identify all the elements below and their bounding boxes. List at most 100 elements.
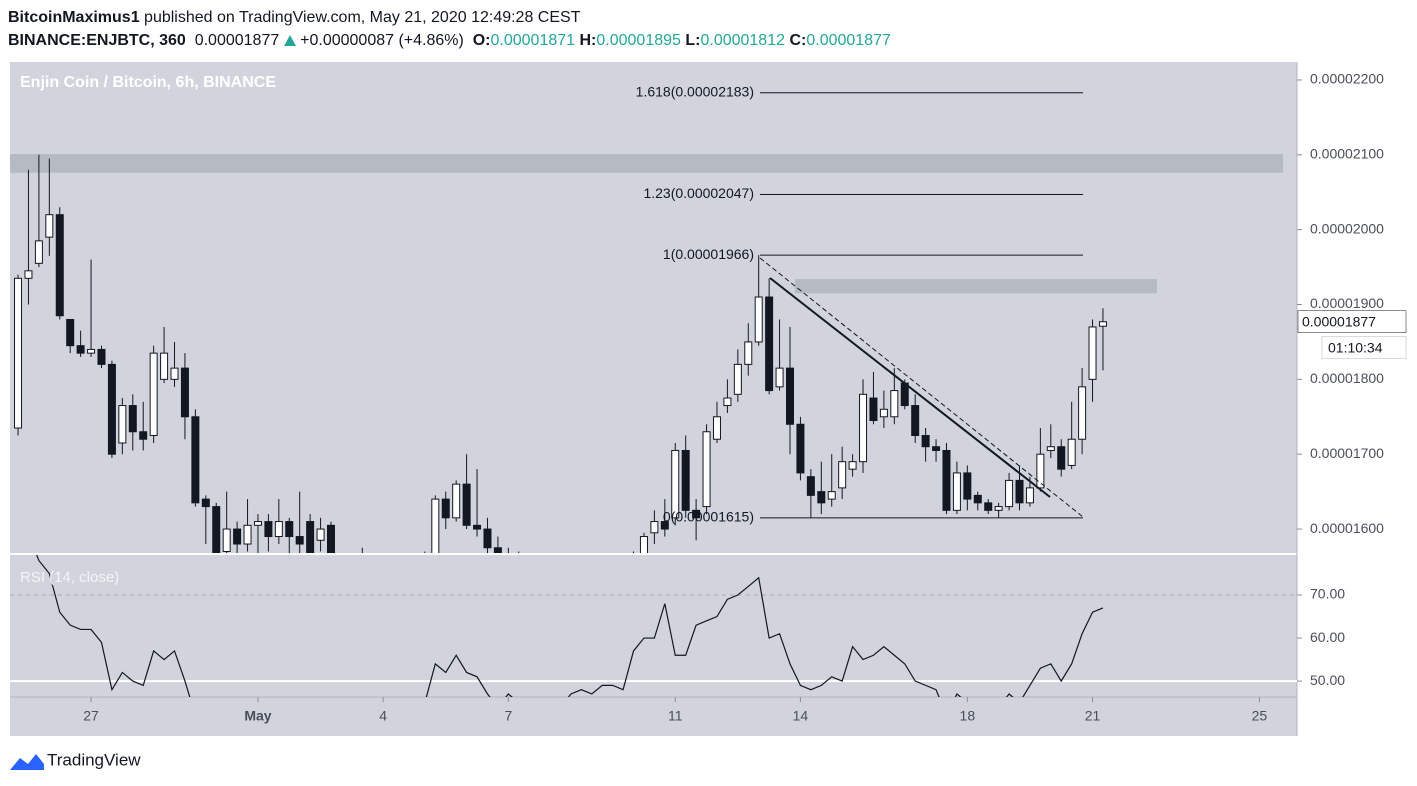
candle-body bbox=[316, 528, 325, 541]
ohlc-value: 0.00001895 bbox=[596, 32, 681, 49]
last-price: 0.00001877 bbox=[194, 32, 280, 49]
candle-body bbox=[24, 270, 33, 279]
candle-body bbox=[984, 502, 993, 511]
rsi-pane bbox=[10, 555, 1297, 697]
candle-body bbox=[233, 528, 242, 545]
fib-label: 1(0.00001966) bbox=[663, 246, 754, 262]
candle-body bbox=[536, 570, 543, 574]
logo bbox=[10, 754, 44, 770]
symbol: BINANCE:ENJBTC, 360 bbox=[8, 32, 186, 49]
candle-body bbox=[911, 405, 920, 436]
candle-body bbox=[359, 563, 366, 567]
up-arrow bbox=[283, 35, 296, 46]
candle-body bbox=[212, 506, 221, 553]
rsi-line bbox=[35, 555, 1104, 697]
candle-body bbox=[149, 352, 158, 436]
candle-body bbox=[567, 566, 574, 573]
candle-body bbox=[462, 483, 471, 526]
candle-body bbox=[765, 296, 774, 392]
candle-body bbox=[1088, 326, 1097, 380]
candle-body bbox=[505, 559, 512, 563]
candle-body bbox=[170, 367, 179, 380]
ohlc-value: 0.00001812 bbox=[700, 32, 785, 49]
candle-body bbox=[588, 566, 595, 570]
fib-label: 0(0.00001615) bbox=[663, 509, 754, 525]
candle-body bbox=[326, 524, 335, 553]
candle-body bbox=[879, 408, 888, 418]
candle-body bbox=[900, 382, 909, 407]
x-tick-label: 14 bbox=[793, 708, 809, 724]
rsi-title: RSI (14, close) bbox=[20, 569, 119, 586]
ohlc-key: L: bbox=[685, 32, 701, 49]
price-tag bbox=[1297, 310, 1407, 333]
zone bbox=[10, 154, 1283, 173]
y-tick-label: 70.00 bbox=[1310, 586, 1345, 602]
candle-body bbox=[557, 570, 564, 574]
ohlc-key: C: bbox=[789, 32, 807, 49]
ohlc-value: 0.00001871 bbox=[490, 32, 576, 49]
candle-body bbox=[191, 416, 200, 504]
candle-body bbox=[599, 563, 606, 567]
candle-body bbox=[1067, 438, 1076, 466]
candle-body bbox=[796, 423, 805, 474]
author[interactable]: BitcoinMaximus1 bbox=[8, 9, 140, 26]
y-tick-label: 50.00 bbox=[1310, 672, 1345, 688]
candle-body bbox=[45, 214, 54, 238]
ohlc-key: H: bbox=[579, 32, 597, 49]
candle-body bbox=[733, 363, 742, 395]
candle-body bbox=[639, 536, 648, 553]
drawings bbox=[759, 257, 1084, 518]
candle-body bbox=[222, 528, 231, 553]
candle-body bbox=[932, 446, 941, 451]
candle-body bbox=[848, 461, 857, 470]
candle-body bbox=[348, 566, 355, 570]
candle-body bbox=[921, 434, 930, 448]
candle-body bbox=[483, 528, 492, 549]
fib-label: 1.618(0.00002183) bbox=[636, 83, 754, 99]
x-tick-label: 27 bbox=[83, 708, 99, 724]
candle-body bbox=[55, 214, 64, 317]
price-pane bbox=[10, 92, 1283, 574]
candle-body bbox=[890, 390, 899, 418]
candle-body bbox=[285, 521, 294, 538]
header-line: BINANCE:ENJBTC, 360 0.00001877 +0.000000… bbox=[8, 29, 891, 52]
candle-body bbox=[671, 449, 680, 519]
candle-body bbox=[431, 498, 440, 553]
candle-body bbox=[681, 449, 690, 511]
candle-body bbox=[338, 559, 345, 570]
trendline bbox=[769, 277, 1051, 498]
candle-body bbox=[390, 566, 397, 570]
candle-body bbox=[869, 397, 878, 422]
trendline-dashed bbox=[759, 257, 1084, 518]
candle-body bbox=[1025, 487, 1034, 504]
candle-body bbox=[139, 431, 148, 440]
candle-body bbox=[973, 494, 982, 504]
countdown: 01:10:34 bbox=[1328, 339, 1383, 355]
candle-body bbox=[712, 416, 721, 440]
x-tick-label: 25 bbox=[1252, 708, 1268, 724]
candle-body bbox=[76, 345, 85, 354]
candle-body bbox=[806, 476, 815, 496]
candle-body bbox=[274, 521, 283, 538]
candle-body bbox=[1057, 446, 1066, 470]
candle-body bbox=[401, 566, 408, 570]
candle-body bbox=[620, 563, 627, 567]
y-tick-label: 0.00002200 bbox=[1310, 71, 1384, 87]
candle-body bbox=[34, 240, 43, 264]
candle-body bbox=[817, 491, 826, 504]
candle-body bbox=[827, 491, 836, 500]
published: published on TradingView.com, May 21, 20… bbox=[144, 9, 581, 26]
x-tick-label: May bbox=[244, 708, 271, 724]
chart-title: Enjin Coin / Bitcoin, 6h, BINANCE bbox=[20, 74, 276, 91]
candle-body bbox=[1046, 446, 1055, 451]
x-tick-label: 11 bbox=[668, 708, 683, 724]
candle-body bbox=[1015, 479, 1024, 504]
change: +0.00000087 (+4.86%) bbox=[300, 32, 464, 49]
candle-body bbox=[441, 498, 450, 519]
y-tick-label: 0.00001700 bbox=[1310, 445, 1384, 461]
candle-body bbox=[515, 563, 522, 567]
candle-body bbox=[369, 563, 376, 570]
candle-body bbox=[994, 506, 1003, 511]
candle-body bbox=[1036, 453, 1045, 489]
y-tick-label: 0.00001800 bbox=[1310, 370, 1384, 386]
